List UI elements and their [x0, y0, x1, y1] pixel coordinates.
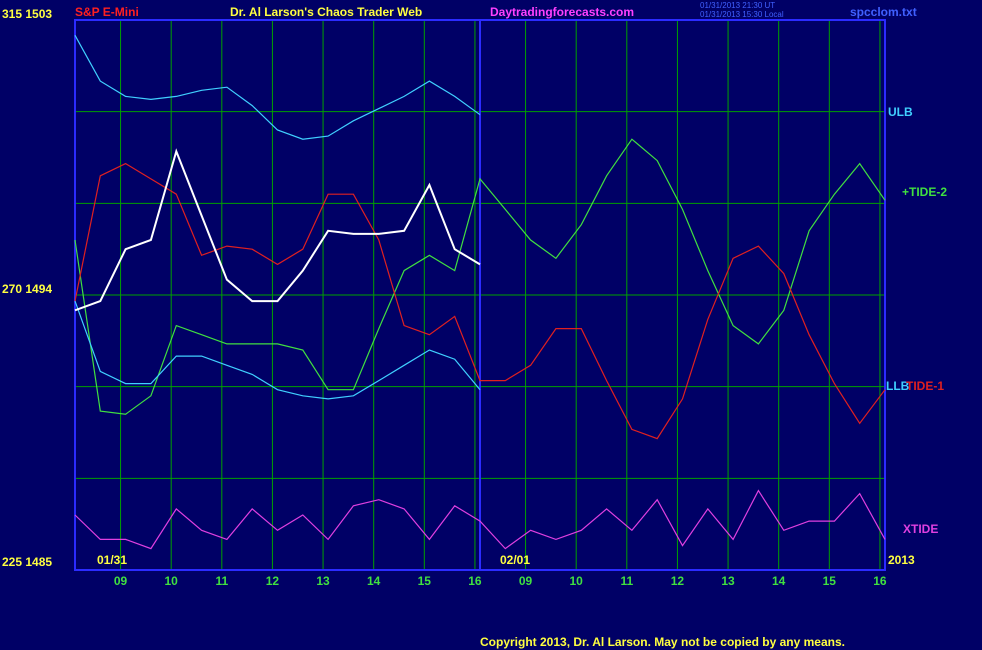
plot-frame — [74, 19, 886, 571]
x-tick-label: 16 — [873, 574, 887, 588]
site-name: Daytradingforecasts.com — [490, 5, 634, 19]
x-tick-label: 12 — [266, 574, 280, 588]
series-label: XTIDE — [903, 522, 938, 536]
x-tick-label: 14 — [367, 574, 381, 588]
date-label: 01/31 — [97, 553, 127, 567]
file-name: spcclom.txt — [850, 5, 917, 19]
series-label: ULB — [888, 105, 913, 119]
series-label: TIDE-1 — [906, 379, 944, 393]
timestamp: 01/31/2013 21:30 UT — [700, 1, 775, 10]
series-line — [74, 300, 481, 400]
series-line — [74, 35, 481, 140]
x-tick-label: 14 — [772, 574, 786, 588]
x-tick-label: 11 — [215, 574, 228, 588]
x-tick-label: 11 — [620, 574, 633, 588]
date-label: 2013 — [888, 553, 915, 567]
series-label: LLB — [886, 379, 910, 393]
date-label: 02/01 — [500, 553, 530, 567]
x-tick-label: 15 — [823, 574, 837, 588]
x-tick-label: 12 — [671, 574, 685, 588]
x-tick-label: 09 — [519, 574, 533, 588]
x-tick-label: 09 — [114, 574, 128, 588]
series-line — [74, 489, 886, 550]
y-tick-label: 225 1485 — [2, 555, 52, 569]
x-tick-label: 10 — [570, 574, 584, 588]
x-tick-label: 13 — [721, 574, 735, 588]
grid-layer — [75, 19, 885, 571]
x-tick-label: 15 — [418, 574, 432, 588]
y-tick-label: 270 1494 — [2, 282, 52, 296]
x-tick-label: 10 — [165, 574, 179, 588]
series-line — [74, 148, 481, 312]
x-tick-label: 16 — [468, 574, 482, 588]
chart-subtitle: Dr. Al Larson's Chaos Trader Web — [230, 5, 422, 19]
timestamp: 01/31/2013 15:30 Local — [700, 10, 784, 19]
x-tick-label: 13 — [316, 574, 330, 588]
series-label: +TIDE-2 — [902, 185, 947, 199]
copyright: Copyright 2013, Dr. Al Larson. May not b… — [480, 635, 845, 649]
y-tick-label: 315 1503 — [2, 7, 52, 21]
chart-title: S&P E-Mini — [75, 5, 139, 19]
series-line — [74, 138, 886, 415]
series-line — [74, 162, 886, 440]
